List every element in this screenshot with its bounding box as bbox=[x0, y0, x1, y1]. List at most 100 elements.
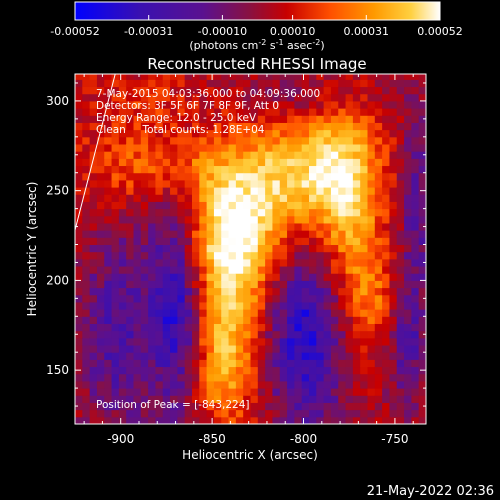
heatmap-cell bbox=[206, 79, 215, 88]
heatmap-cell bbox=[374, 158, 383, 167]
heatmap-cell bbox=[250, 136, 259, 145]
heatmap-cell bbox=[235, 74, 244, 80]
heatmap-cell bbox=[418, 158, 426, 167]
heatmap-cell bbox=[418, 359, 426, 368]
heatmap-cell bbox=[199, 301, 208, 310]
heatmap-cell bbox=[192, 179, 200, 188]
heatmap-cell bbox=[162, 323, 171, 332]
heatmap-cell bbox=[221, 316, 230, 324]
heatmap-cell bbox=[257, 402, 266, 411]
heatmap-cell bbox=[367, 294, 376, 303]
heatmap-cell bbox=[323, 108, 332, 116]
heatmap-cell bbox=[133, 294, 142, 303]
heatmap-cell bbox=[184, 416, 193, 424]
heatmap-cell bbox=[389, 258, 398, 267]
heatmap-cell bbox=[148, 115, 156, 123]
heatmap-cell bbox=[294, 287, 303, 296]
heatmap-cell bbox=[257, 316, 266, 324]
heatmap-cell bbox=[272, 93, 281, 102]
heatmap-cell bbox=[177, 122, 186, 131]
heatmap-cell bbox=[250, 330, 259, 339]
heatmap-cell bbox=[360, 194, 368, 202]
heatmap-cell bbox=[184, 337, 193, 346]
heatmap-cell bbox=[243, 280, 251, 289]
heatmap-cell bbox=[96, 129, 105, 138]
heatmap-cell bbox=[323, 158, 332, 167]
heatmap-cell bbox=[411, 359, 420, 368]
heatmap-cell bbox=[374, 208, 383, 217]
heatmap-cell bbox=[228, 244, 237, 253]
heatmap-cell bbox=[111, 337, 120, 346]
heatmap-cell bbox=[265, 187, 273, 195]
heatmap-cell bbox=[177, 115, 186, 123]
heatmap-cell bbox=[192, 273, 200, 281]
heatmap-cell bbox=[243, 352, 251, 360]
heatmap-cell bbox=[389, 79, 398, 88]
heatmap-cell bbox=[257, 294, 266, 303]
heatmap-cell bbox=[148, 280, 156, 289]
heatmap-cell bbox=[360, 309, 368, 317]
heatmap-cell bbox=[272, 108, 281, 116]
heatmap-cell bbox=[360, 301, 368, 310]
heatmap-cell bbox=[323, 208, 332, 217]
heatmap-cell bbox=[155, 345, 164, 353]
heatmap-cell bbox=[418, 373, 426, 382]
heatmap-cell bbox=[250, 251, 259, 260]
heatmap-cell bbox=[352, 258, 361, 267]
heatmap-cell bbox=[330, 345, 339, 353]
heatmap-cell bbox=[323, 409, 332, 418]
heatmap-cell bbox=[360, 273, 368, 281]
heatmap-cell bbox=[228, 323, 237, 332]
heatmap-cell bbox=[206, 337, 215, 346]
heatmap-cell bbox=[323, 86, 332, 95]
heatmap-cell bbox=[265, 93, 273, 102]
heatmap-cell bbox=[338, 301, 347, 310]
heatmap-cell bbox=[250, 208, 259, 217]
heatmap-cell bbox=[206, 273, 215, 281]
heatmap-cell bbox=[243, 187, 251, 195]
heatmap-cell bbox=[294, 79, 303, 88]
heatmap-cell bbox=[257, 179, 266, 188]
heatmap-cell bbox=[126, 345, 134, 353]
heatmap-cell bbox=[199, 115, 208, 123]
heatmap-cell bbox=[367, 402, 376, 411]
heatmap-cell bbox=[272, 309, 281, 317]
heatmap-cell bbox=[279, 122, 288, 131]
heatmap-cell bbox=[118, 237, 127, 246]
heatmap-cell bbox=[257, 280, 266, 289]
heatmap-cell bbox=[177, 79, 186, 88]
heatmap-cell bbox=[148, 165, 156, 174]
heatmap-cell bbox=[367, 337, 376, 346]
heatmap-cell bbox=[177, 280, 186, 289]
heatmap-cell bbox=[213, 74, 222, 80]
heatmap-cell bbox=[309, 144, 317, 152]
heatmap-cell bbox=[96, 395, 105, 403]
heatmap-cell bbox=[345, 258, 354, 267]
heatmap-cell bbox=[374, 93, 383, 102]
heatmap-cell bbox=[213, 273, 222, 281]
heatmap-cell bbox=[126, 395, 134, 403]
heatmap-cell bbox=[228, 79, 237, 88]
heatmap-cell bbox=[367, 309, 376, 317]
heatmap-cell bbox=[170, 151, 178, 159]
heatmap-cell bbox=[396, 409, 405, 418]
heatmap-cell bbox=[309, 416, 317, 424]
heatmap-cell bbox=[235, 222, 244, 231]
heatmap-cell bbox=[228, 222, 237, 231]
heatmap-cell bbox=[404, 388, 412, 396]
heatmap-cell bbox=[316, 108, 325, 116]
heatmap-cell bbox=[301, 108, 310, 116]
heatmap-cell bbox=[418, 309, 426, 317]
heatmap-cell bbox=[257, 373, 266, 382]
heatmap-cell bbox=[170, 345, 178, 353]
heatmap-cell bbox=[279, 280, 288, 289]
x-axis-label: Heliocentric X (arcsec) bbox=[182, 448, 318, 462]
heatmap-cell bbox=[374, 172, 383, 181]
heatmap-cell bbox=[111, 294, 120, 303]
heatmap-cell bbox=[199, 380, 208, 389]
heatmap-cell bbox=[170, 337, 178, 346]
heatmap-cell bbox=[184, 388, 193, 396]
heatmap-cell bbox=[118, 222, 127, 231]
heatmap-cell bbox=[162, 273, 171, 281]
heatmap-cell bbox=[133, 244, 142, 253]
